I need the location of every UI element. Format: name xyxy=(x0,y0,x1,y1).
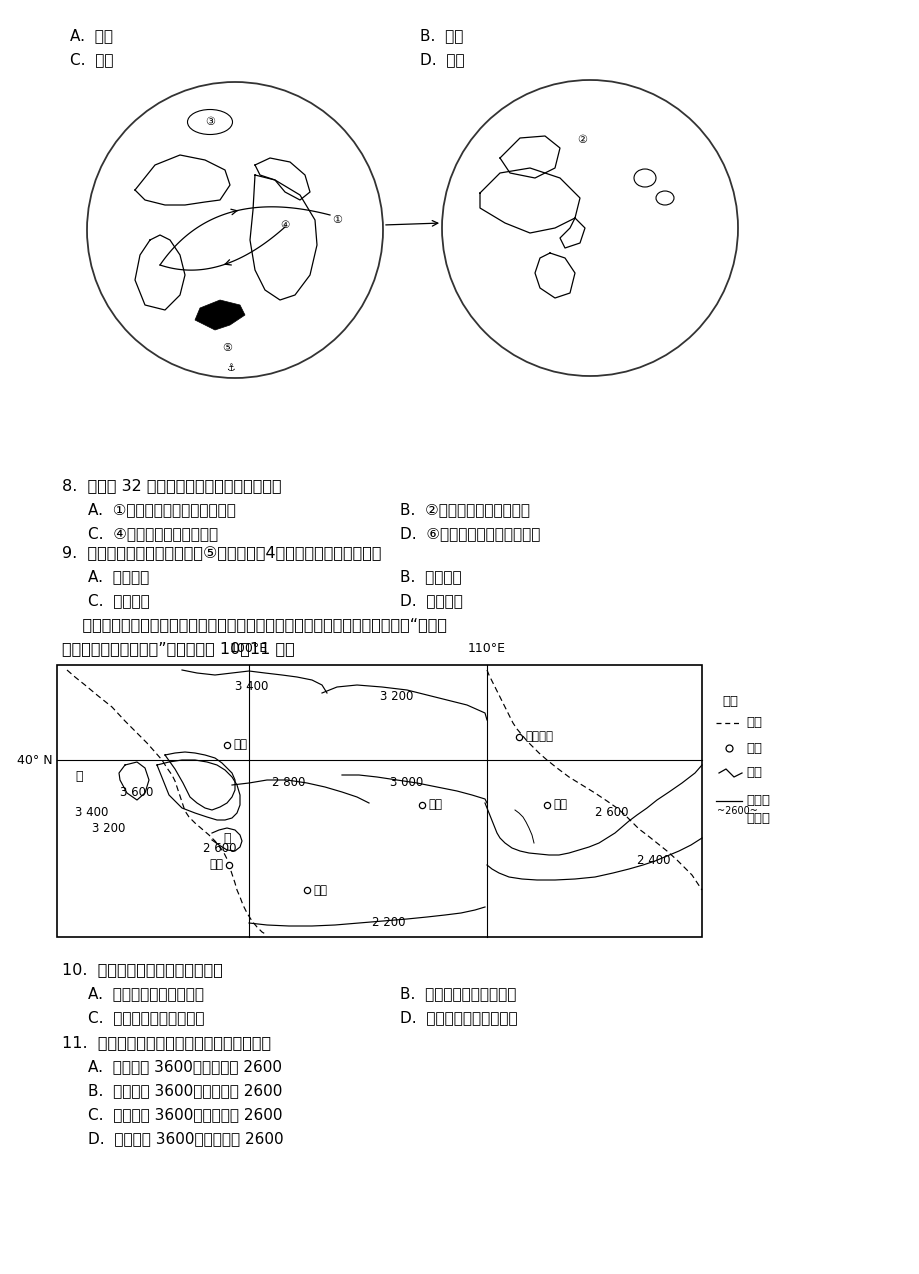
Text: 酒泉: 酒泉 xyxy=(233,739,246,752)
Text: 省界: 省界 xyxy=(745,716,761,730)
Text: ④: ④ xyxy=(280,220,289,231)
Text: 100°E: 100°E xyxy=(230,642,267,655)
Text: 时数线: 时数线 xyxy=(745,813,769,826)
Text: 银川: 银川 xyxy=(427,799,441,812)
Text: D.  甲地高于 3600，乙地低于 2600: D. 甲地高于 3600，乙地低于 2600 xyxy=(88,1131,283,1147)
Text: C.  甲地低于 3600，乙地高于 2600: C. 甲地低于 3600，乙地高于 2600 xyxy=(88,1107,282,1122)
Text: 呼和浩特: 呼和浩特 xyxy=(525,730,552,744)
Text: D.  大致从东北向西南递增: D. 大致从东北向西南递增 xyxy=(400,1010,517,1026)
Text: 110°E: 110°E xyxy=(468,642,505,655)
Text: 3 400: 3 400 xyxy=(75,806,108,819)
Text: B.  西南: B. 西南 xyxy=(420,28,463,43)
Text: A.  逆风逆水: A. 逆风逆水 xyxy=(88,569,149,583)
Text: 年日照时数是指太阳直接辐射地面时间的一年累计値，以小时为单位。下图是“我国某: 年日照时数是指太阳直接辐射地面时间的一年累计値，以小时为单位。下图是“我国某 xyxy=(62,617,447,632)
Text: D.  西北: D. 西北 xyxy=(420,52,464,68)
Text: 10.  图中年日照时数的分布规律是: 10. 图中年日照时数的分布规律是 xyxy=(62,962,222,977)
Text: 3 200: 3 200 xyxy=(92,822,125,834)
Text: D.  逆风順水: D. 逆风順水 xyxy=(400,592,462,608)
Text: C.  順风逆水: C. 順风逆水 xyxy=(88,592,150,608)
Text: 3 400: 3 400 xyxy=(235,680,268,693)
Text: 2 600: 2 600 xyxy=(595,806,628,819)
Text: A.  ①海域沿岗人口自然增长率高: A. ①海域沿岗人口自然增长率高 xyxy=(88,502,235,517)
Text: A.  甲地高于 3600，乙地高于 2600: A. 甲地高于 3600，乙地高于 2600 xyxy=(88,1059,282,1074)
Text: ①: ① xyxy=(332,215,342,225)
Text: ⑤: ⑤ xyxy=(221,343,232,353)
Text: 3 200: 3 200 xyxy=(380,691,414,703)
Text: 太原: 太原 xyxy=(552,799,566,812)
Text: 9.  科考队完成任务回国，经过⑤地时为次年4月初，此时的航行状况是: 9. 科考队完成任务回国，经过⑤地时为次年4月初，此时的航行状况是 xyxy=(62,545,381,561)
Text: 8.  我国第 32 次南极科学考察队出发两个月后: 8. 我国第 32 次南极科学考察队出发两个月后 xyxy=(62,478,281,493)
Text: C.  大致从西南向东北递增: C. 大致从西南向东北递增 xyxy=(88,1010,204,1026)
Text: C.  东北: C. 东北 xyxy=(70,52,113,68)
Text: 河流: 河流 xyxy=(745,767,761,780)
Text: ②: ② xyxy=(576,135,586,145)
Text: 11.  关于甲乙两地年日照时数的叙述正确的是: 11. 关于甲乙两地年日照时数的叙述正确的是 xyxy=(62,1034,271,1050)
Text: 3 000: 3 000 xyxy=(390,776,423,790)
Text: 3 600: 3 600 xyxy=(119,786,153,800)
Text: 2 800: 2 800 xyxy=(272,776,305,790)
Text: A.  大致从东南向西北递增: A. 大致从东南向西北递增 xyxy=(88,986,204,1001)
Text: 兰州: 兰州 xyxy=(312,883,326,897)
Text: B.  大致从西北向东南递增: B. 大致从西北向东南递增 xyxy=(400,986,516,1001)
Text: 2 600: 2 600 xyxy=(203,842,236,855)
Text: 区域年日照时数分布图”。据此完成 10～11 题。: 区域年日照时数分布图”。据此完成 10～11 题。 xyxy=(62,641,294,656)
Text: D.  ⑥所在国农民正忙着剪羊毛: D. ⑥所在国农民正忙着剪羊毛 xyxy=(400,526,539,541)
Text: 2 200: 2 200 xyxy=(372,916,405,930)
Text: ⚓: ⚓ xyxy=(225,363,234,373)
Text: 2 400: 2 400 xyxy=(636,854,670,866)
Text: 西宁: 西宁 xyxy=(209,859,222,871)
Text: A.  东南: A. 东南 xyxy=(70,28,113,43)
Text: B.  甲地低于 3600，乙地低于 2600: B. 甲地低于 3600，乙地低于 2600 xyxy=(88,1083,282,1098)
Text: 甲: 甲 xyxy=(75,771,83,784)
Text: B.  ②附近半岛河流进入汛期: B. ②附近半岛河流进入汛期 xyxy=(400,502,529,517)
Text: 等日照: 等日照 xyxy=(745,795,769,808)
Text: 城市: 城市 xyxy=(745,741,761,754)
Polygon shape xyxy=(195,299,244,330)
Text: 图例: 图例 xyxy=(721,696,737,708)
Text: C.  ④附近岛屿西侧草木葡绳: C. ④附近岛屿西侧草木葡绳 xyxy=(88,526,218,541)
Bar xyxy=(57,665,701,936)
Text: ~2600~: ~2600~ xyxy=(716,806,757,817)
Text: B.  順风順水: B. 順风順水 xyxy=(400,569,461,583)
Text: 40° N: 40° N xyxy=(17,753,53,767)
Text: 乙: 乙 xyxy=(223,832,231,845)
Text: ③: ③ xyxy=(205,117,215,127)
